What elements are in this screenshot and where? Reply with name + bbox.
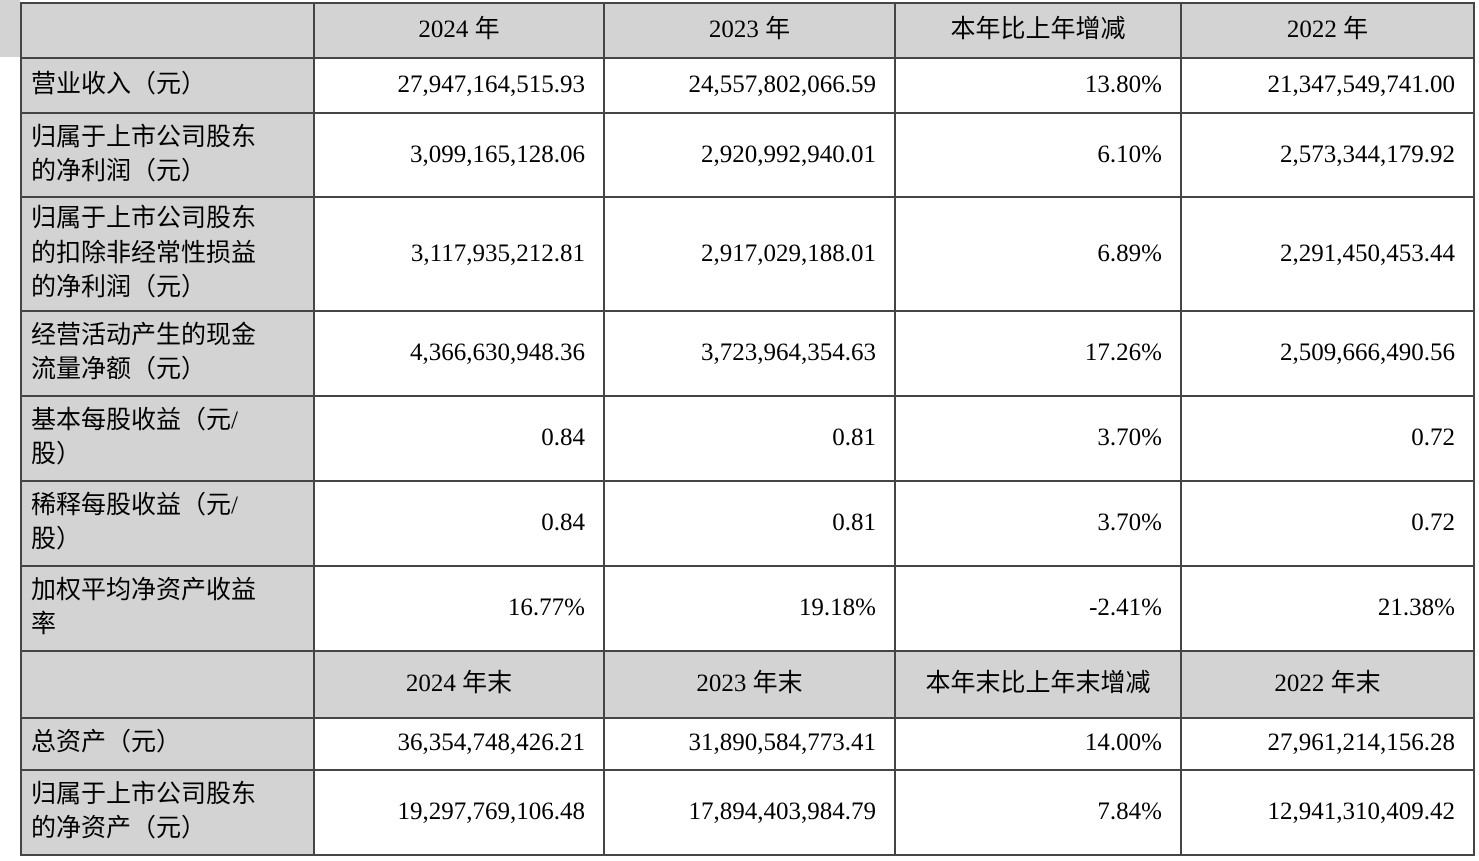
table-row-net-profit: 归属于上市公司股东 的净利润（元） 3,099,165,128.06 2,920… xyxy=(20,112,1475,198)
table-row-diluted-eps: 稀释每股收益（元/ 股） 0.84 0.81 3.70% 0.72 xyxy=(20,479,1475,567)
value-2023: 0.81 xyxy=(603,394,896,482)
value-2024: 16.77% xyxy=(313,564,605,652)
key-financials-table: 2024 年 2023 年 本年比上年增减 2022 年 营业收入（元） 27,… xyxy=(20,2,1475,856)
value-yoy-change: -2.41% xyxy=(894,564,1182,652)
row-label: 归属于上市公司股东 的净资产（元） xyxy=(20,768,315,856)
row-label: 稀释每股收益（元/ 股） xyxy=(20,479,315,567)
value-2022-end: 27,961,214,156.28 xyxy=(1180,716,1475,771)
value-2024: 27,947,164,515.93 xyxy=(313,57,605,114)
row-label: 归属于上市公司股东 的扣除非经常性损益 的净利润（元） xyxy=(20,196,315,312)
col-header-blank xyxy=(20,2,315,59)
col-header-blank xyxy=(20,649,315,719)
value-yoy-change: 3.70% xyxy=(894,479,1182,567)
table-row-net-profit-excl-nonrecurring: 归属于上市公司股东 的扣除非经常性损益 的净利润（元） 3,117,935,21… xyxy=(20,196,1475,312)
value-2024-end: 19,297,769,106.48 xyxy=(313,768,605,856)
value-yearend-change: 14.00% xyxy=(894,716,1182,771)
value-yoy-change: 6.10% xyxy=(894,112,1182,198)
value-2023: 19.18% xyxy=(603,564,896,652)
cropped-row-fragment xyxy=(0,0,20,57)
value-2023: 3,723,964,354.63 xyxy=(603,309,896,397)
value-2022: 2,573,344,179.92 xyxy=(1180,112,1475,198)
value-2022-end: 12,941,310,409.42 xyxy=(1180,768,1475,856)
value-2023: 0.81 xyxy=(603,479,896,567)
row-label: 归属于上市公司股东 的净利润（元） xyxy=(20,112,315,198)
value-2022: 0.72 xyxy=(1180,394,1475,482)
row-label: 总资产（元） xyxy=(20,716,315,771)
value-yearend-change: 7.84% xyxy=(894,768,1182,856)
value-2023-end: 31,890,584,773.41 xyxy=(603,716,896,771)
row-label: 基本每股收益（元/ 股） xyxy=(20,394,315,482)
table-row-net-assets: 归属于上市公司股东 的净资产（元） 19,297,769,106.48 17,8… xyxy=(20,768,1475,856)
value-2022: 0.72 xyxy=(1180,479,1475,567)
col-header-2023-end: 2023 年末 xyxy=(603,649,896,719)
row-label: 营业收入（元） xyxy=(20,57,315,114)
value-2024-end: 36,354,748,426.21 xyxy=(313,716,605,771)
col-header-2024-end: 2024 年末 xyxy=(313,649,605,719)
col-header-2022-end: 2022 年末 xyxy=(1180,649,1475,719)
table-row-operating-cash-flow: 经营活动产生的现金 流量净额（元） 4,366,630,948.36 3,723… xyxy=(20,309,1475,397)
value-2023: 24,557,802,066.59 xyxy=(603,57,896,114)
value-2022: 21,347,549,741.00 xyxy=(1180,57,1475,114)
table-row-total-assets: 总资产（元） 36,354,748,426.21 31,890,584,773.… xyxy=(20,716,1475,771)
value-yoy-change: 3.70% xyxy=(894,394,1182,482)
value-yoy-change: 17.26% xyxy=(894,309,1182,397)
table-row-weighted-avg-roe: 加权平均净资产收益 率 16.77% 19.18% -2.41% 21.38% xyxy=(20,564,1475,652)
value-2022: 2,509,666,490.56 xyxy=(1180,309,1475,397)
value-2024: 3,117,935,212.81 xyxy=(313,196,605,312)
row-label: 经营活动产生的现金 流量净额（元） xyxy=(20,309,315,397)
value-2024: 4,366,630,948.36 xyxy=(313,309,605,397)
value-2023: 2,917,029,188.01 xyxy=(603,196,896,312)
value-2024: 0.84 xyxy=(313,479,605,567)
row-label: 加权平均净资产收益 率 xyxy=(20,564,315,652)
value-2023: 2,920,992,940.01 xyxy=(603,112,896,198)
table-row-revenue: 营业收入（元） 27,947,164,515.93 24,557,802,066… xyxy=(20,57,1475,114)
col-header-yearend-change: 本年末比上年末增减 xyxy=(894,649,1182,719)
value-yoy-change: 6.89% xyxy=(894,196,1182,312)
table-header-row-annual: 2024 年 2023 年 本年比上年增减 2022 年 xyxy=(20,2,1475,59)
value-2023-end: 17,894,403,984.79 xyxy=(603,768,896,856)
value-yoy-change: 13.80% xyxy=(894,57,1182,114)
col-header-2022: 2022 年 xyxy=(1180,2,1475,59)
value-2024: 3,099,165,128.06 xyxy=(313,112,605,198)
col-header-2024: 2024 年 xyxy=(313,2,605,59)
col-header-yoy-change: 本年比上年增减 xyxy=(894,2,1182,59)
table-header-row-yearend: 2024 年末 2023 年末 本年末比上年末增减 2022 年末 xyxy=(20,649,1475,719)
value-2022: 2,291,450,453.44 xyxy=(1180,196,1475,312)
col-header-2023: 2023 年 xyxy=(603,2,896,59)
table-row-basic-eps: 基本每股收益（元/ 股） 0.84 0.81 3.70% 0.72 xyxy=(20,394,1475,482)
value-2024: 0.84 xyxy=(313,394,605,482)
value-2022: 21.38% xyxy=(1180,564,1475,652)
